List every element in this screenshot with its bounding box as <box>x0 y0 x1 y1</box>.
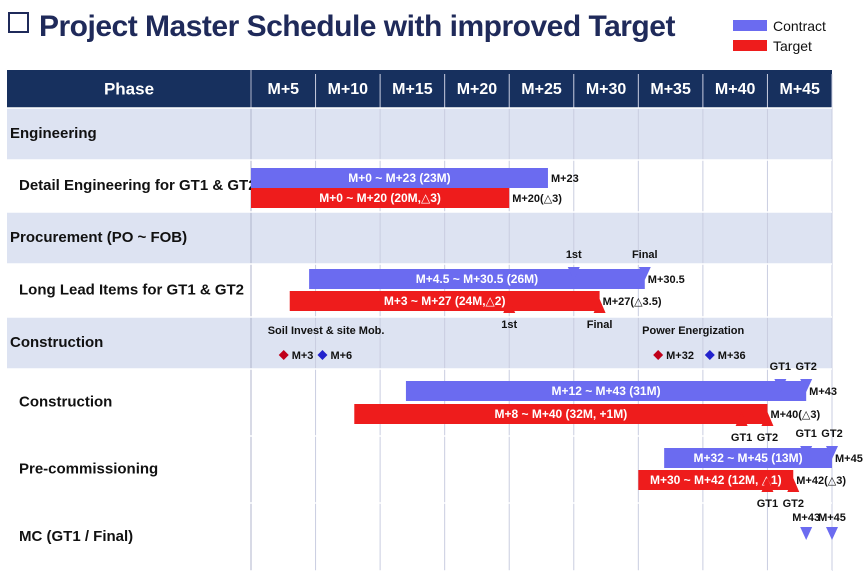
milestone-label: 1st <box>566 249 582 261</box>
row-background <box>7 108 832 160</box>
row-label: Engineering <box>10 125 97 142</box>
row-label: Procurement (PO ~ FOB) <box>10 229 187 246</box>
header-bar <box>7 70 832 108</box>
milestone-contract-triangle <box>826 446 838 459</box>
milestone-label: Final <box>632 249 658 261</box>
milestone-label: GT1 <box>731 432 752 444</box>
x-tick-label: M+40 <box>715 81 756 98</box>
milestone-target-triangle <box>593 299 606 313</box>
event-diamond-contract <box>704 350 715 360</box>
milestone-label: 1st <box>501 319 517 331</box>
milestone-contract-triangle <box>826 527 838 540</box>
milestone-label: GT2 <box>795 361 816 373</box>
row-background <box>7 317 832 369</box>
bar-label: M+0 ~ M+20 (20M,△3) <box>319 191 441 205</box>
event-diamond-target <box>278 350 289 360</box>
row-background <box>7 369 832 436</box>
event-caption: Power Energization <box>642 325 744 337</box>
bar-label: M+30 ~ M+42 (12M, △1) <box>650 473 782 487</box>
milestone-label: M+43 <box>792 512 820 524</box>
milestone-label: GT1 <box>795 428 816 440</box>
bar-target <box>354 404 768 424</box>
bar-label: M+32 ~ M+45 (13M) <box>694 451 803 465</box>
milestone-label: GT1 <box>757 498 778 510</box>
legend-target-label: Target <box>773 38 812 54</box>
x-tick-label: M+25 <box>521 81 562 98</box>
milestone-target-triangle <box>787 478 800 492</box>
row-background <box>7 212 832 264</box>
bar-end-label: M+27(△3.5) <box>603 296 662 308</box>
milestone-target-triangle <box>761 412 774 426</box>
bar-target <box>638 470 794 490</box>
milestone-target-triangle <box>735 412 748 426</box>
row-label: Construction <box>10 334 103 351</box>
x-tick-label: M+30 <box>586 81 627 98</box>
bar-label: M+4.5 ~ M+30.5 (26M) <box>416 272 538 286</box>
row-label: MC (GT1 / Final) <box>19 528 133 545</box>
row-label: Detail Engineering for GT1 & GT2 <box>19 177 257 194</box>
row-label: Long Lead Items for GT1 & GT2 <box>19 281 244 298</box>
row-background <box>7 503 832 571</box>
x-tick-label: M+10 <box>328 81 369 98</box>
bar-label: M+8 ~ M+40 (32M, +1M) <box>494 407 627 421</box>
row-background <box>7 436 832 503</box>
milestone-target-triangle <box>503 299 516 313</box>
legend-contract-swatch <box>733 20 767 31</box>
milestone-contract-triangle <box>800 379 813 392</box>
page-title: Project Master Schedule with improved Ta… <box>8 10 675 44</box>
legend-target-swatch <box>733 40 767 51</box>
legend-contract-label: Contract <box>773 18 826 34</box>
milestone-label: Final <box>587 319 613 331</box>
x-tick-label: M+5 <box>267 81 299 98</box>
checkbox-square-icon <box>8 12 29 33</box>
bar-label: M+0 ~ M+23 (23M) <box>348 171 450 185</box>
bar-label: M+12 ~ M+43 (31M) <box>552 384 661 398</box>
page-title-text: Project Master Schedule with improved Ta… <box>39 10 675 43</box>
milestone-contract-triangle <box>567 267 580 280</box>
x-tick-label: M+20 <box>457 81 498 98</box>
event-label: M+32 <box>666 350 694 362</box>
bar-target <box>251 188 510 208</box>
header-phase-label: Phase <box>104 79 154 98</box>
milestone-contract-triangle <box>638 267 651 280</box>
bar-contract <box>405 381 807 401</box>
event-caption: Soil Invest & site Mob. <box>268 325 385 337</box>
row-label: Pre-commissioning <box>19 460 158 477</box>
bar-end-label: M+42(△3) <box>796 475 846 487</box>
x-tick-label: M+15 <box>392 81 433 98</box>
bar-end-label: M+23 <box>551 173 579 185</box>
bar-contract <box>251 168 548 188</box>
bar-end-label: M+40(△3) <box>770 409 820 421</box>
bar-target <box>289 291 600 311</box>
event-label: M+36 <box>718 350 746 362</box>
event-diamond-contract <box>317 350 328 360</box>
milestone-contract-triangle <box>800 446 813 459</box>
bar-end-label: M+20(△3) <box>512 193 562 205</box>
bar-label: M+3 ~ M+27 (24M,△2) <box>384 294 506 308</box>
event-label: M+6 <box>330 350 352 362</box>
x-tick-label: M+45 <box>779 81 820 98</box>
milestone-label: GT2 <box>821 428 842 440</box>
row-label: Construction <box>19 393 112 410</box>
bar-end-label: M+30.5 <box>648 274 685 286</box>
event-label: M+3 <box>292 350 314 362</box>
bar-contract <box>664 448 832 468</box>
milestone-label: GT2 <box>757 432 778 444</box>
bar-end-label: M+43 <box>809 386 837 398</box>
event-diamond-target <box>653 350 664 360</box>
milestone-label: M+45 <box>818 512 846 524</box>
x-tick-label: M+35 <box>650 81 691 98</box>
milestone-contract-triangle <box>774 379 787 392</box>
milestone-target-triangle <box>761 478 774 492</box>
milestone-contract-triangle <box>800 527 813 540</box>
legend-contract: Contract <box>733 18 826 34</box>
legend-target: Target <box>733 38 812 54</box>
milestone-label: GT2 <box>783 498 804 510</box>
bar-contract <box>309 269 645 289</box>
bar-end-label: M+45 <box>835 453 863 465</box>
milestone-label: GT1 <box>770 361 791 373</box>
